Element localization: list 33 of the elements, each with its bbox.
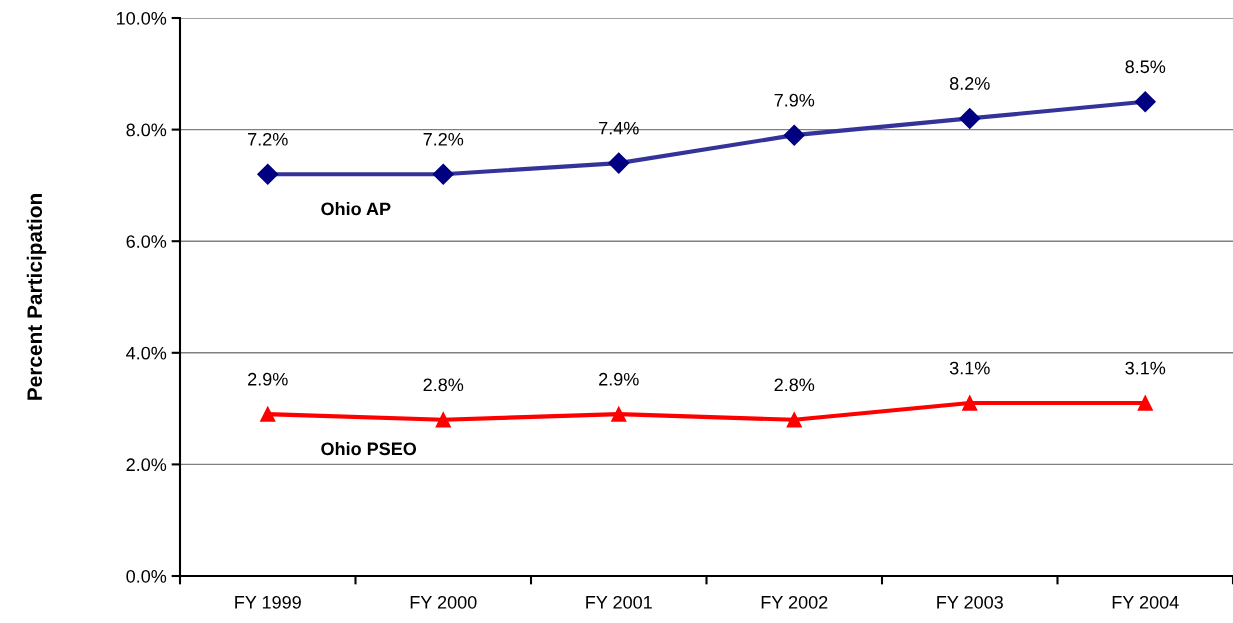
y-tick-label: 0.0%: [126, 569, 167, 583]
x-tick-label: FY 2003: [937, 595, 1003, 609]
data-label: 8.2%: [949, 77, 990, 90]
point: [435, 412, 451, 428]
x-tick-label: FY 2000: [410, 595, 477, 609]
y-tick-label: 10.0%: [116, 11, 167, 25]
y-tick-label: 4.0%: [126, 346, 167, 360]
point: [611, 406, 627, 422]
series-label: Ohio AP: [321, 202, 391, 216]
point: [260, 406, 276, 422]
data-label: 7.9%: [774, 93, 815, 107]
data-label: 3.1%: [949, 361, 990, 375]
data-label: 2.9%: [599, 372, 639, 386]
data-label: 7.2%: [248, 132, 288, 146]
y-tick-label: 8.0%: [126, 123, 167, 137]
data-label: 2.8%: [774, 378, 815, 392]
point: [786, 412, 802, 428]
data-label: 7.2%: [423, 132, 464, 146]
x-tick-label: FY 2004: [1112, 595, 1179, 609]
x-tick-label: FY 1999: [235, 595, 301, 609]
point: [962, 395, 978, 411]
x-tick-label: FY 2001: [586, 595, 652, 609]
data-label: 3.1%: [1125, 361, 1166, 375]
data-label: 8.5%: [1125, 60, 1166, 74]
y-tick-label: 2.0%: [126, 458, 167, 472]
point: [1137, 395, 1153, 411]
data-label: 7.4%: [599, 121, 639, 135]
y-axis-title: Percent Participation: [26, 194, 47, 400]
series-label: Ohio PSEO: [321, 441, 417, 456]
data-label: 2.9%: [248, 372, 288, 386]
x-tick-label: FY 2002: [761, 595, 828, 609]
data-label: 2.8%: [423, 378, 464, 392]
y-tick-label: 6.0%: [126, 235, 167, 248]
